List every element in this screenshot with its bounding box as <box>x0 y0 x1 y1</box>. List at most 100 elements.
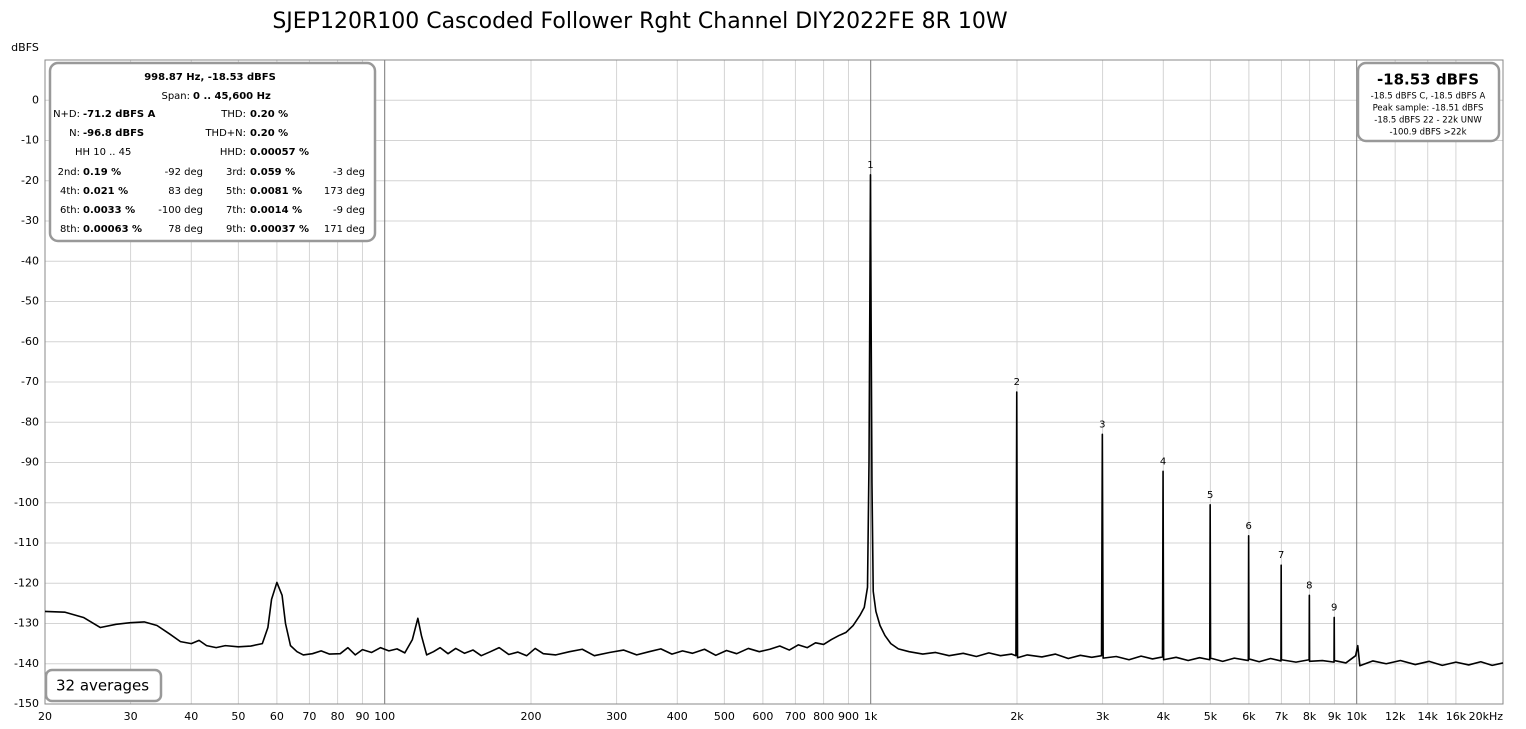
harmonic-value: 0.00037 % <box>250 224 309 235</box>
x-tick-label: 400 <box>667 710 688 723</box>
harmonic-label: 2nd: <box>58 167 80 178</box>
y-tick-label: -110 <box>14 536 39 549</box>
y-tick-label: -40 <box>21 254 39 267</box>
x-tick-label: 2k <box>1010 710 1024 723</box>
x-tick-label: 40 <box>184 710 198 723</box>
x-tick-label: 8k <box>1303 710 1317 723</box>
stat-value: -71.2 dBFS A <box>83 109 156 120</box>
x-tick-label: 4k <box>1157 710 1171 723</box>
y-tick-label: -50 <box>21 295 39 308</box>
harmonic-value: 0.059 % <box>250 167 295 178</box>
x-tick-label: 3k <box>1096 710 1110 723</box>
level-line: -18.5 dBFS C, -18.5 dBFS A <box>1371 92 1486 102</box>
y-tick-label: -100 <box>14 496 39 509</box>
y-tick-label: -140 <box>14 657 39 670</box>
x-tick-label: 30 <box>124 710 138 723</box>
readout-header: 998.87 Hz, -18.53 dBFS <box>144 72 276 83</box>
y-tick-label: -150 <box>14 697 39 710</box>
harmonic-phase: 173 deg <box>324 186 365 197</box>
chart-title: SJEP120R100 Cascoded Follower Rght Chann… <box>272 9 1008 34</box>
peak-label: 4 <box>1160 456 1166 467</box>
harmonic-phase: -9 deg <box>333 205 365 216</box>
y-tick-label: -120 <box>14 576 39 589</box>
x-tick-label: 14k <box>1418 710 1439 723</box>
harmonic-value: 0.0081 % <box>250 186 302 197</box>
x-tick-label: 5k <box>1204 710 1218 723</box>
x-tick-label: 800 <box>813 710 834 723</box>
harmonic-label: 7th: <box>226 205 246 216</box>
harmonic-label: 3rd: <box>226 167 246 178</box>
stat-value: 0.20 % <box>250 109 288 120</box>
x-tick-label: 100 <box>374 710 395 723</box>
plot-area: 0 -10 -20 -30 -40 -50 -60 -70 -80 -90 -100 -110 -120… <box>14 93 1503 723</box>
y-tick-label: -20 <box>21 174 39 187</box>
x-tick-label: 10k <box>1347 710 1368 723</box>
x-tick-label: 300 <box>606 710 627 723</box>
y-tick-label: -60 <box>21 335 39 348</box>
peak-label: 7 <box>1278 550 1284 561</box>
level-line: -18.5 dBFS 22 - 22k UNW <box>1374 116 1482 126</box>
x-tick-label: 1k <box>864 710 878 723</box>
stat-label: HH 10 .. 45 <box>75 147 131 158</box>
harmonic-phase: 171 deg <box>324 224 365 235</box>
harmonic-phase: -3 deg <box>333 167 365 178</box>
level-box <box>1356 61 1501 143</box>
level-line: -100.9 dBFS >22k <box>1389 128 1466 138</box>
stat-label: N: <box>69 128 80 139</box>
peak-label: 1 <box>867 160 873 171</box>
harmonic-label: 4th: <box>60 186 80 197</box>
level-line: Peak sample: -18.51 dBFS <box>1373 104 1484 114</box>
harmonic-value: 0.19 % <box>83 167 121 178</box>
x-tick-label: 90 <box>355 710 369 723</box>
x-tick-label: 9k <box>1328 710 1342 723</box>
y-tick-label: -70 <box>21 375 39 388</box>
stat-label: HHD: <box>220 147 246 158</box>
harmonic-value: 0.0014 % <box>250 205 302 216</box>
harmonic-value: 0.0033 % <box>83 205 135 216</box>
x-tick-label: 700 <box>785 710 806 723</box>
harmonic-label: 9th: <box>226 224 246 235</box>
y-tick-label: -30 <box>21 214 39 227</box>
readout-box <box>48 61 377 243</box>
averages-box <box>44 668 163 703</box>
harmonic-phase: 78 deg <box>168 224 203 235</box>
peak-label: 8 <box>1306 580 1312 591</box>
stat-label: THD+N: <box>204 128 246 139</box>
plot-frame <box>44 59 1504 705</box>
spectrum-line <box>44 174 1504 667</box>
harmonic-label: 5th: <box>226 186 246 197</box>
x-tick-label: 60 <box>270 710 284 723</box>
x-tick-label: 12k <box>1385 710 1406 723</box>
x-tick-label: 900 <box>838 710 859 723</box>
span-label: Span: <box>161 91 190 102</box>
harmonic-phase: 83 deg <box>168 186 203 197</box>
span-value: 0 .. 45,600 Hz <box>193 91 271 102</box>
x-tick-label: 600 <box>752 710 773 723</box>
peak-label: 3 <box>1099 419 1105 430</box>
x-tick-label: 20kHz <box>1469 710 1504 723</box>
harmonic-phase: -100 deg <box>158 205 203 216</box>
y-tick-label: -80 <box>21 415 39 428</box>
peak-label: 2 <box>1014 377 1020 388</box>
peak-label: 9 <box>1331 602 1337 613</box>
y-tick-label: -90 <box>21 456 39 469</box>
y-tick-label: 0 <box>32 93 39 106</box>
peak-label: 6 <box>1245 521 1251 532</box>
harmonic-label: 6th: <box>60 205 80 216</box>
harmonic-value: 0.00063 % <box>83 224 142 235</box>
x-tick-label: 80 <box>331 710 345 723</box>
level-main: -18.53 dBFS <box>1377 71 1479 89</box>
y-axis-label: dBFS <box>11 41 39 54</box>
harmonic-phase: -92 deg <box>165 167 203 178</box>
harmonic-label: 8th: <box>60 224 80 235</box>
stat-value: 0.20 % <box>250 128 288 139</box>
x-tick-label: 16k <box>1446 710 1467 723</box>
peak-label: 5 <box>1207 490 1213 501</box>
x-tick-label: 70 <box>302 710 316 723</box>
averages-label: 32 averages <box>56 677 149 695</box>
y-tick-label: -130 <box>14 617 39 630</box>
y-tick-label: -10 <box>21 134 39 147</box>
x-tick-label: 50 <box>231 710 245 723</box>
stat-value: 0.00057 % <box>250 147 309 158</box>
